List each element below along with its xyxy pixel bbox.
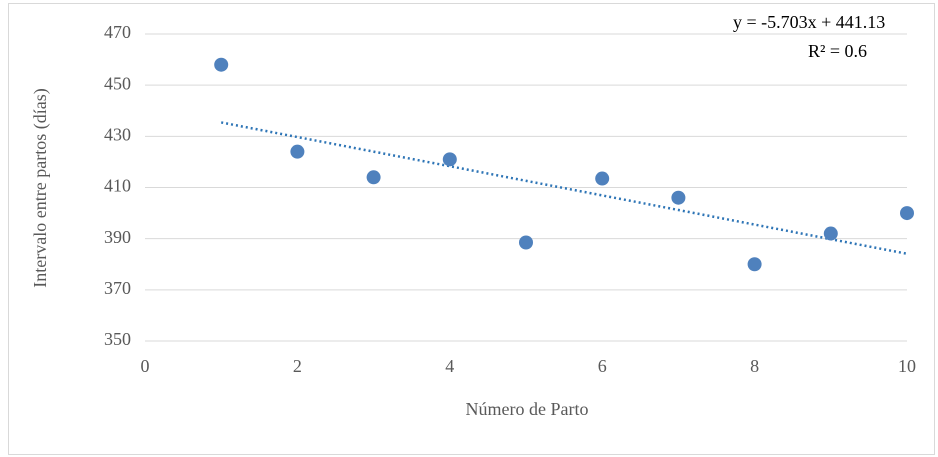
y-axis-title: Intervalo entre partos (días) [30,88,51,287]
point [747,257,762,272]
y-tick-label: 370 [104,278,131,298]
y-tick-label: 430 [104,124,131,144]
x-tick-label: 2 [293,356,302,376]
trendline [220,121,908,255]
y-tick-label: 470 [104,22,131,42]
trendline-equation: y = -5.703x + 441.13 [733,12,885,32]
y-tick-label: 450 [104,73,131,93]
x-tick-label: 6 [598,356,607,376]
point [823,226,838,241]
y-tick-label: 410 [104,176,131,196]
chart-border [8,3,935,455]
trendline-r2: R² = 0.6 [808,41,867,61]
x-axis-title: Número de Parto [466,399,589,419]
x-tick-label: 0 [141,356,150,376]
point [900,206,914,221]
y-tick-label: 350 [104,329,131,349]
point [519,235,533,250]
point [442,152,457,167]
point [214,57,229,72]
x-tick-label: 10 [898,356,916,376]
x-tick-label: 8 [750,356,759,376]
point [366,170,381,185]
point [671,190,686,205]
point [595,171,610,186]
point [290,144,305,159]
y-tick-label: 390 [104,227,131,247]
x-tick-label: 4 [445,356,454,376]
